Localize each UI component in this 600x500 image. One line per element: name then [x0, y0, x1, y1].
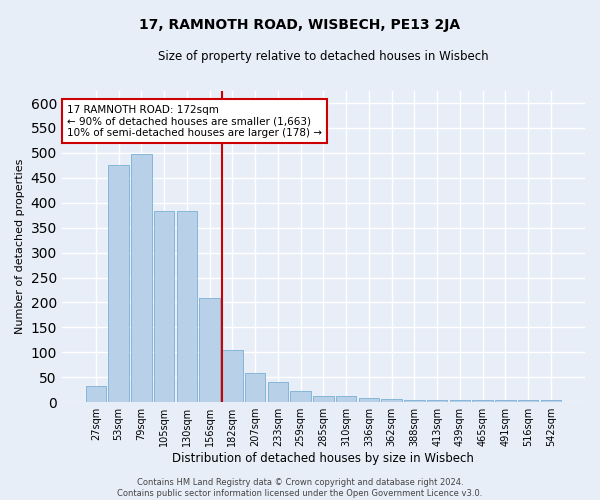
Bar [109, 166, 129, 402]
Bar [86, 386, 106, 402]
Bar [336, 396, 356, 402]
Text: Contains HM Land Registry data © Crown copyright and database right 2024.
Contai: Contains HM Land Registry data © Crown c… [118, 478, 482, 498]
X-axis label: Distribution of detached houses by size in Wisbech: Distribution of detached houses by size … [172, 452, 475, 465]
Bar [199, 298, 220, 402]
Bar [313, 396, 334, 402]
Bar [427, 400, 448, 402]
Bar [176, 211, 197, 402]
Bar [472, 400, 493, 402]
Bar [495, 400, 516, 402]
Bar [518, 400, 538, 402]
Title: Size of property relative to detached houses in Wisbech: Size of property relative to detached ho… [158, 50, 489, 63]
Bar [450, 400, 470, 402]
Bar [382, 399, 402, 402]
Bar [222, 350, 242, 402]
Text: 17, RAMNOTH ROAD, WISBECH, PE13 2JA: 17, RAMNOTH ROAD, WISBECH, PE13 2JA [139, 18, 461, 32]
Bar [290, 391, 311, 402]
Text: 17 RAMNOTH ROAD: 172sqm
← 90% of detached houses are smaller (1,663)
10% of semi: 17 RAMNOTH ROAD: 172sqm ← 90% of detache… [67, 104, 322, 138]
Bar [541, 400, 561, 402]
Y-axis label: Number of detached properties: Number of detached properties [15, 158, 25, 334]
Bar [268, 382, 288, 402]
Bar [131, 154, 152, 402]
Bar [245, 373, 265, 402]
Bar [154, 211, 175, 402]
Bar [359, 398, 379, 402]
Bar [404, 400, 425, 402]
